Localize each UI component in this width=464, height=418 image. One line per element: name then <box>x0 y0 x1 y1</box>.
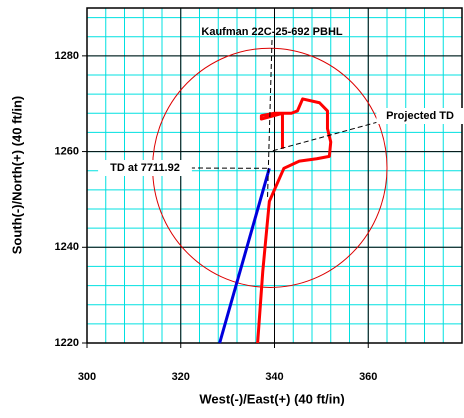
well-path <box>258 99 331 343</box>
annotation: TD at 7711.92 <box>110 162 180 174</box>
annotation-leader <box>270 122 378 152</box>
x-tick-label: 320 <box>172 371 190 383</box>
x-tick-label: 300 <box>78 371 96 383</box>
well-path <box>220 168 270 343</box>
annotation: Kaufman 22C-25-692 PBHL <box>201 26 342 38</box>
y-tick-label: 1260 <box>55 145 79 157</box>
y-tick-label: 1220 <box>55 337 79 349</box>
x-tick-label: 340 <box>265 371 283 383</box>
y-tick-label: 1240 <box>55 241 79 253</box>
x-axis-label: West(-)/East(+) (40 ft/in) <box>199 391 344 406</box>
x-tick-label: 360 <box>359 371 377 383</box>
y-axis-label: South(-)/North(+) (40 ft/in) <box>9 96 24 255</box>
y-tick-label: 1280 <box>55 50 79 62</box>
annotation: Projected TD <box>386 110 454 122</box>
